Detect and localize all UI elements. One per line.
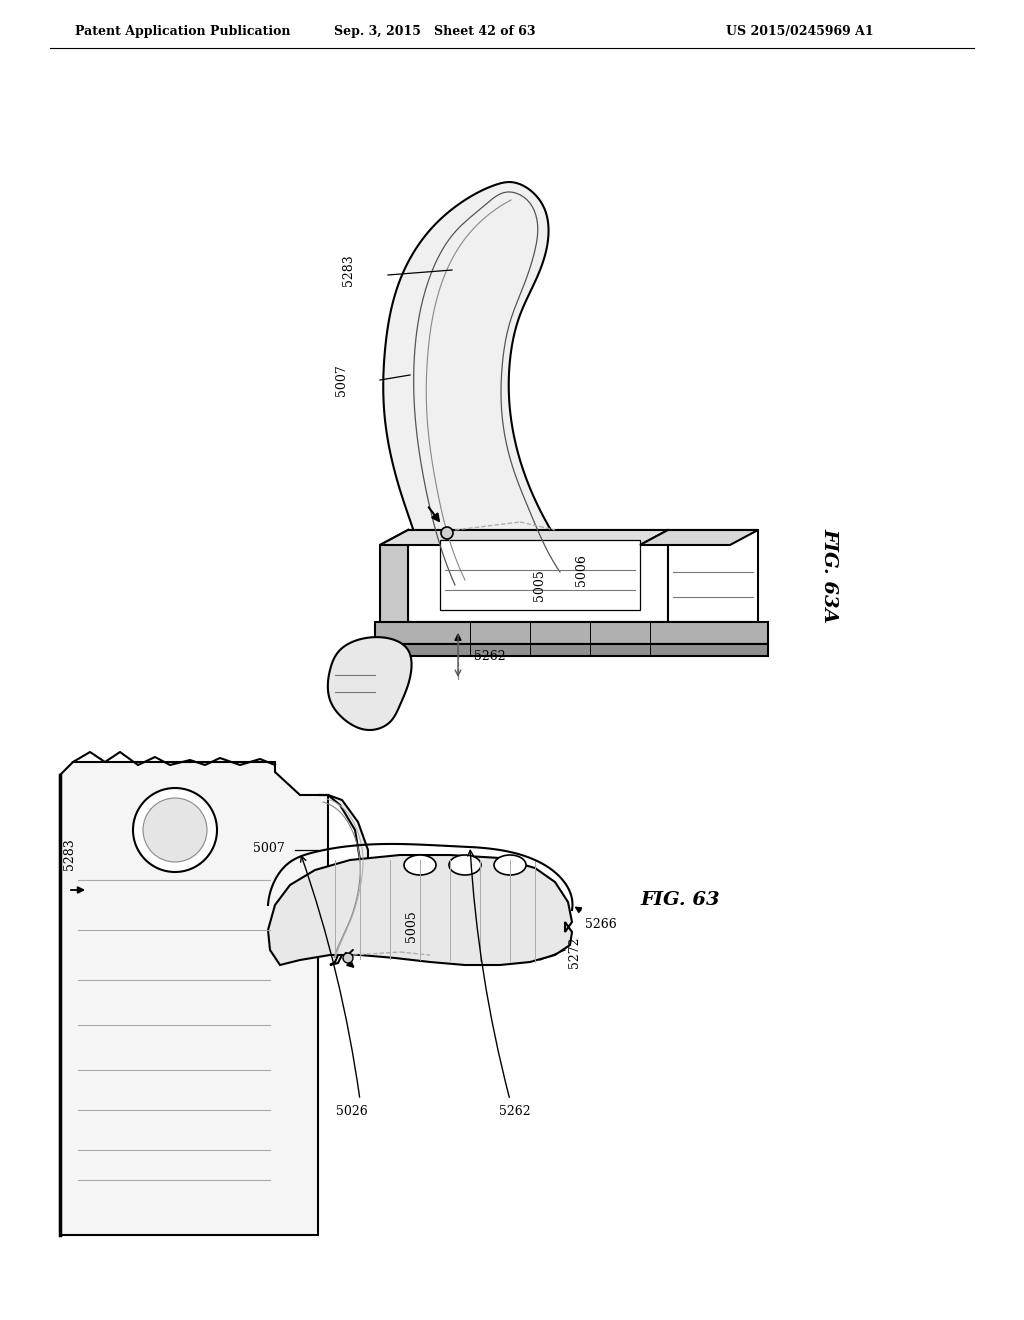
Text: Sep. 3, 2015   Sheet 42 of 63: Sep. 3, 2015 Sheet 42 of 63 — [334, 25, 536, 38]
Text: US 2015/0245969 A1: US 2015/0245969 A1 — [726, 25, 873, 38]
Text: Patent Application Publication: Patent Application Publication — [75, 25, 291, 38]
Polygon shape — [375, 622, 768, 644]
Text: 5006: 5006 — [575, 554, 588, 586]
Text: FIG. 63: FIG. 63 — [640, 891, 720, 909]
Text: 5283: 5283 — [63, 838, 76, 870]
Polygon shape — [318, 795, 368, 965]
Circle shape — [441, 527, 453, 539]
Polygon shape — [380, 531, 668, 545]
Ellipse shape — [404, 855, 436, 875]
Text: 5266: 5266 — [585, 919, 616, 932]
Text: 5005: 5005 — [406, 911, 418, 942]
Circle shape — [343, 953, 353, 964]
Polygon shape — [668, 531, 758, 622]
Polygon shape — [383, 182, 626, 595]
Circle shape — [143, 799, 207, 862]
Polygon shape — [268, 855, 572, 965]
Text: 5272: 5272 — [568, 936, 581, 968]
Circle shape — [133, 788, 217, 873]
Text: 5026: 5026 — [336, 1105, 368, 1118]
Text: 5007: 5007 — [335, 364, 348, 396]
Polygon shape — [328, 638, 412, 730]
Polygon shape — [375, 644, 768, 656]
Polygon shape — [640, 531, 758, 545]
Ellipse shape — [494, 855, 526, 875]
Text: 5283: 5283 — [342, 255, 355, 286]
Polygon shape — [60, 762, 328, 1236]
Polygon shape — [408, 531, 668, 622]
Text: FIG. 63A: FIG. 63A — [820, 528, 838, 622]
Polygon shape — [440, 540, 640, 610]
Ellipse shape — [449, 855, 481, 875]
Text: 5262: 5262 — [474, 649, 506, 663]
Text: 5005: 5005 — [534, 569, 546, 601]
Text: 5007: 5007 — [253, 842, 285, 854]
Polygon shape — [380, 531, 408, 638]
Text: 5262: 5262 — [499, 1105, 530, 1118]
